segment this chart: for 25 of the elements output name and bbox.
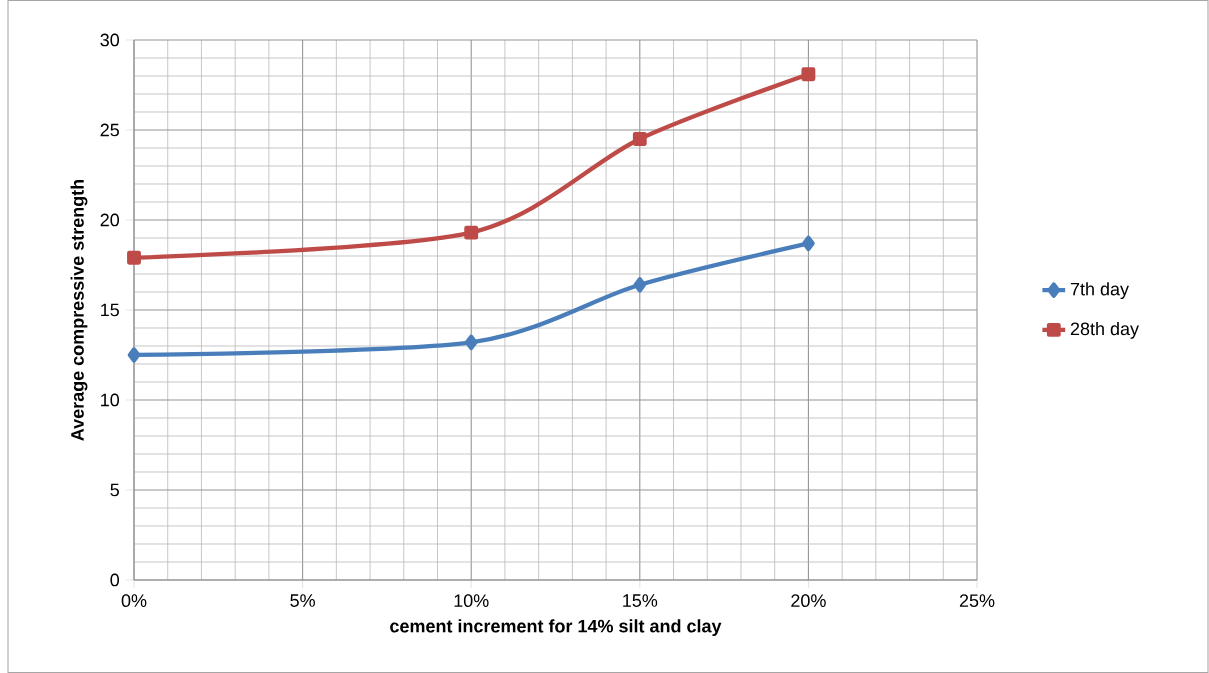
x-tick-label: 20% — [791, 594, 826, 607]
x-tick-label: 0% — [121, 594, 147, 607]
x-tick-label: 10% — [454, 594, 489, 607]
x-axis-title: cement increment for 14% silt and clay — [390, 619, 722, 637]
y-tick-label: 0 — [110, 573, 120, 587]
y-tick-label: 25 — [100, 123, 119, 137]
point — [633, 277, 647, 293]
point — [801, 67, 816, 82]
point — [464, 225, 479, 240]
y-tick-label: 30 — [100, 33, 120, 47]
legend-label: 28th day — [1070, 321, 1139, 339]
legend-label: 7th day — [1070, 282, 1129, 300]
y-tick-label: 20 — [100, 213, 120, 227]
x-tick-label: 25% — [959, 594, 995, 607]
y-tick-label: 5 — [110, 483, 119, 497]
point — [127, 347, 141, 363]
point — [464, 334, 478, 351]
x-tick-label: 5% — [290, 594, 315, 607]
point — [632, 132, 647, 146]
point — [802, 235, 815, 252]
y-axis-title: Average compressive strength — [70, 179, 88, 441]
point — [127, 250, 141, 265]
y-tick-label: 10 — [101, 393, 120, 407]
y-tick-label: 15 — [101, 303, 119, 317]
x-tick-label: 15% — [623, 594, 658, 607]
